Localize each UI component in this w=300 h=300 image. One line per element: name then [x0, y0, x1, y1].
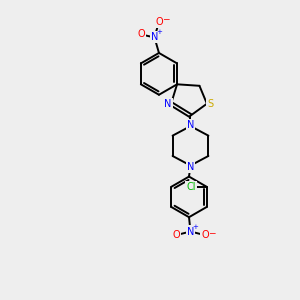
Text: O: O [172, 230, 180, 240]
Text: N: N [151, 32, 158, 42]
Text: −: − [208, 228, 215, 237]
Text: O: O [201, 230, 208, 240]
Text: Cl: Cl [186, 182, 196, 192]
Text: N: N [187, 120, 194, 130]
Text: S: S [207, 99, 214, 109]
Text: +: + [193, 224, 199, 230]
Text: O: O [155, 17, 163, 27]
Text: −: − [162, 14, 169, 23]
Text: +: + [157, 29, 163, 35]
Text: N: N [187, 162, 194, 172]
Text: O: O [137, 29, 145, 39]
Text: N: N [164, 99, 172, 109]
Text: N: N [187, 226, 194, 236]
